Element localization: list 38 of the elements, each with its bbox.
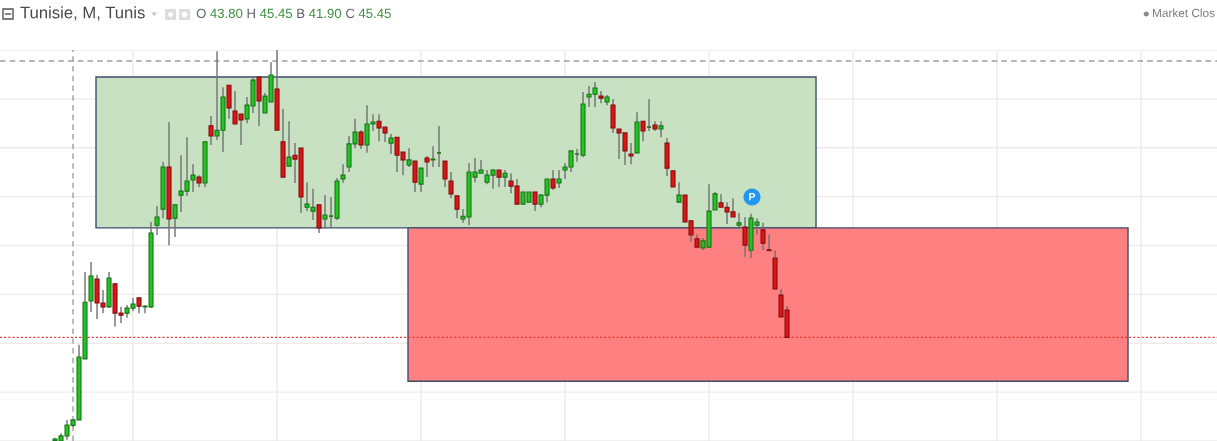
candlestick	[454, 195, 460, 219]
candlestick	[502, 169, 508, 188]
candlestick	[550, 169, 556, 191]
annotation: P	[749, 193, 756, 201]
candlestick	[208, 115, 214, 146]
candlestick	[430, 145, 436, 168]
candlestick	[766, 233, 772, 252]
candlestick	[424, 155, 430, 178]
candlestick	[418, 167, 424, 193]
candlestick	[658, 120, 664, 138]
candlestick	[742, 216, 748, 258]
candlestick	[316, 204, 322, 234]
chart-subtitle: O 43.80 H 45.45 B 41.90 C 45.45	[196, 8, 391, 19]
candlestick	[226, 84, 232, 120]
candlestick	[388, 133, 394, 155]
candlestick	[628, 142, 634, 165]
text: Market Clos	[1153, 8, 1215, 18]
candlestick	[190, 163, 196, 193]
candlestick	[358, 129, 364, 150]
candlestick	[442, 160, 448, 188]
candlestick	[556, 169, 562, 189]
candlestick	[532, 191, 538, 212]
candlestick	[676, 181, 682, 204]
candlestick	[448, 171, 454, 199]
candlestick	[760, 222, 766, 251]
candlestick	[640, 120, 646, 142]
candlestick	[286, 120, 292, 167]
candlestick	[256, 76, 262, 127]
candlestick	[412, 160, 418, 193]
candlestick	[406, 147, 412, 168]
candlestick	[154, 205, 160, 236]
candlestick	[736, 212, 742, 228]
candlestick	[610, 98, 616, 134]
candlestick	[322, 194, 328, 229]
candlestick	[598, 90, 604, 104]
chart-title: Tunisie, M, Tunis	[20, 6, 145, 21]
candlestick	[172, 204, 178, 238]
candlestick	[340, 163, 346, 184]
